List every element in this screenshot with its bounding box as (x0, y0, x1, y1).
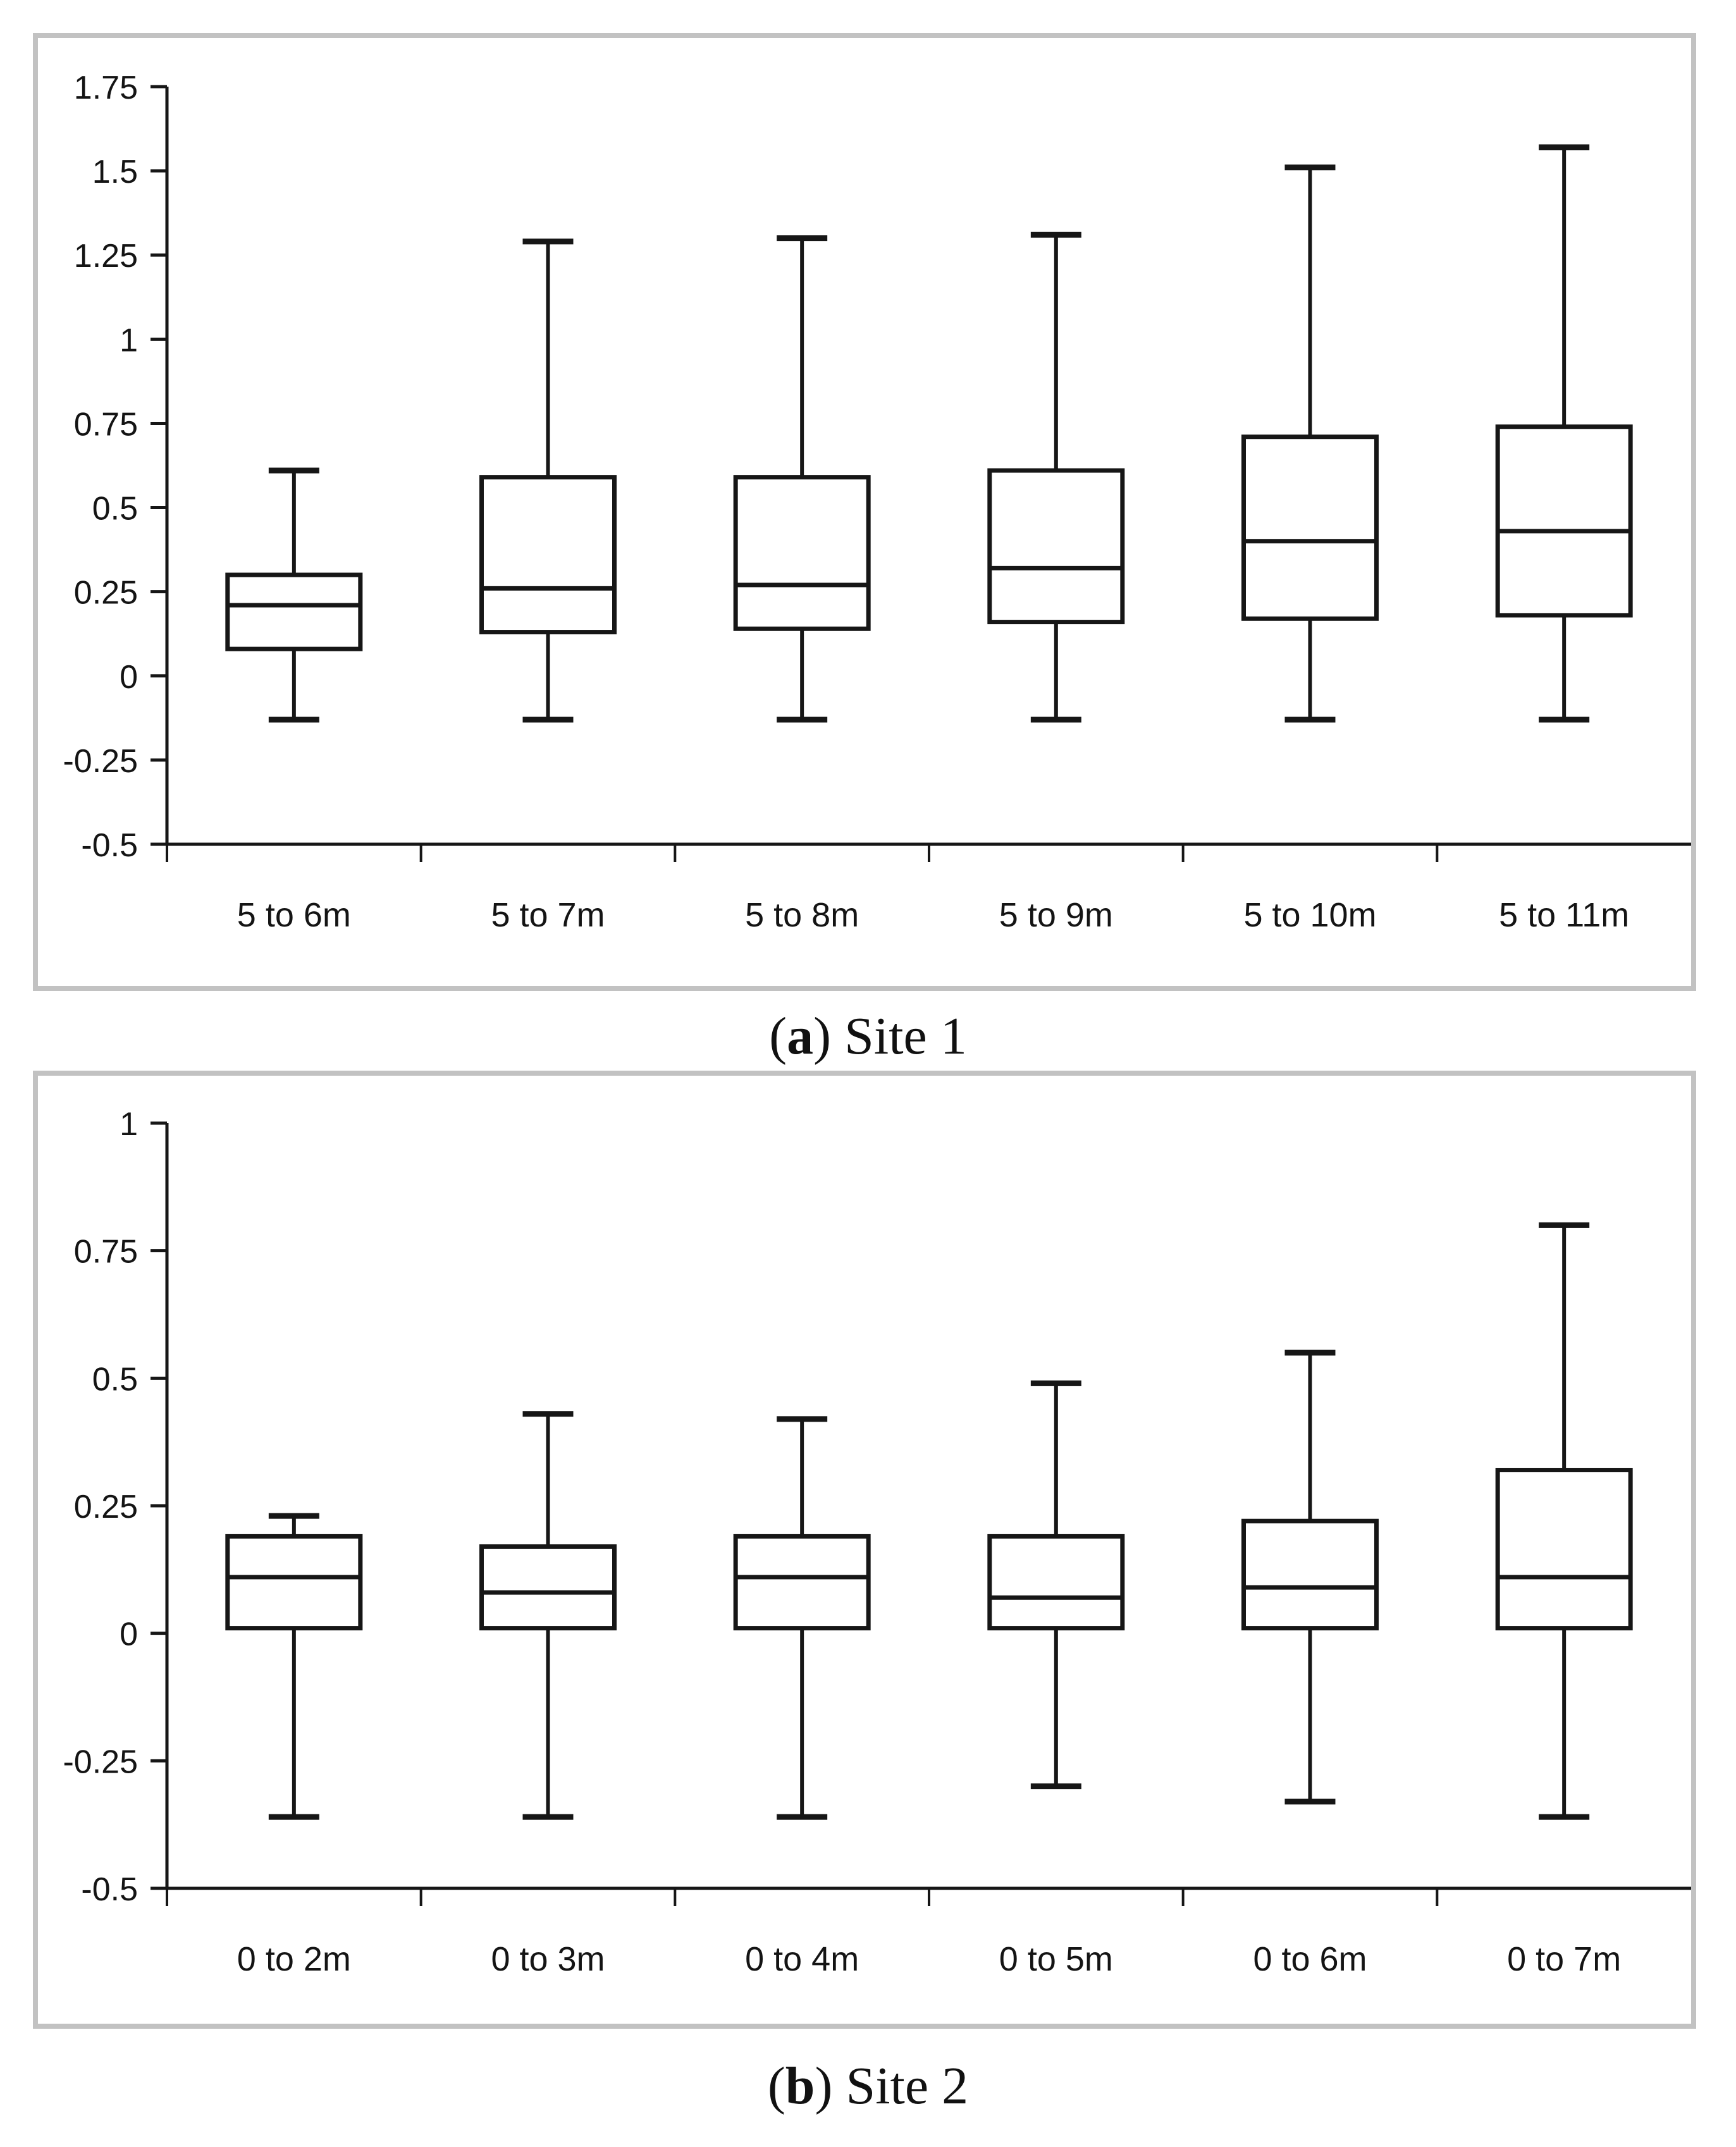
x-category-label: 0 to 5m (999, 1940, 1113, 1978)
y-tick-label: 1.25 (74, 238, 138, 274)
y-tick-label: -0.5 (81, 1871, 138, 1908)
iqr-box (479, 1544, 617, 1631)
y-tick-label: 0.25 (74, 1489, 138, 1525)
y-tick-label: 1 (120, 322, 138, 359)
box-5-to-11m (1495, 144, 1633, 723)
x-category-label: 0 to 6m (1253, 1940, 1367, 1978)
y-tick-label: -0.25 (63, 1744, 138, 1780)
y-tick-label: -0.5 (81, 827, 138, 864)
x-category-label: 5 to 6m (237, 896, 351, 934)
box-0-to-3m (479, 1411, 617, 1820)
caption-site2-paren-open: ( (767, 2057, 785, 2115)
iqr-box (1241, 434, 1379, 621)
site1-boxplot-chart: 1.75 1.5 1.25 1 0.75 0.5 0.25 0 -0.25 -0.5 5 to 6m… (63, 70, 1691, 934)
caption-site2-text: Site 2 (832, 2057, 969, 2115)
box-5-to-10m (1241, 164, 1379, 723)
iqr-box (1241, 1518, 1379, 1631)
box-0-to-7m (1495, 1222, 1633, 1820)
x-category-label: 5 to 8m (745, 896, 859, 934)
box-0-to-6m (1241, 1350, 1379, 1805)
iqr-box (1495, 424, 1633, 618)
x-category-label: 5 to 7m (491, 896, 605, 934)
x-category-label: 0 to 7m (1507, 1940, 1621, 1978)
x-category-label: 5 to 11m (1499, 896, 1629, 934)
y-tick-label: 1.75 (74, 70, 138, 106)
box-0-to-5m (987, 1380, 1125, 1790)
x-category-label: 0 to 3m (491, 1940, 605, 1978)
y-tick-label: 1.5 (92, 154, 138, 190)
panel-site1: 1.75 1.5 1.25 1 0.75 0.5 0.25 0 -0.25 -0.5 5 to 6m… (33, 33, 1696, 991)
box-5-to-6m (225, 467, 363, 723)
y-tick-label: 1 (120, 1106, 138, 1143)
caption-site1-letter: a (787, 1007, 814, 1066)
iqr-box (225, 1534, 363, 1631)
box-5-to-8m (733, 235, 871, 723)
y-tick-label: 0 (120, 659, 138, 696)
iqr-box (225, 572, 363, 651)
caption-site2-paren-close: ) (815, 2057, 833, 2115)
y-tick-label: 0.75 (74, 406, 138, 443)
iqr-box (987, 1534, 1125, 1631)
y-tick-label: 0 (120, 1616, 138, 1653)
box-0-to-2m (225, 1513, 363, 1820)
iqr-box (1495, 1468, 1633, 1631)
caption-site2: (b) Site 2 (0, 2051, 1736, 2122)
y-tick-label: 0.75 (74, 1234, 138, 1270)
box-0-to-4m (733, 1416, 871, 1820)
x-category-label: 5 to 9m (999, 896, 1113, 934)
x-category-label: 0 to 4m (745, 1940, 859, 1978)
box-5-to-7m (479, 238, 617, 723)
caption-site1-paren-close: ) (813, 1007, 832, 1066)
y-tick-label: 0.5 (92, 491, 138, 527)
x-category-label: 0 to 2m (237, 1940, 351, 1978)
caption-site2-letter: b (785, 2057, 815, 2115)
y-tick-label: -0.25 (63, 743, 138, 780)
y-tick-label: 0.25 (74, 575, 138, 612)
caption-site1: (a) Site 1 (0, 1001, 1736, 1072)
caption-site1-text: Site 1 (831, 1007, 967, 1066)
y-tick-label: 0.5 (92, 1361, 138, 1398)
iqr-box (987, 468, 1125, 625)
site2-boxplot-chart: 1 0.75 0.5 0.25 0 -0.25 -0.5 0 to 2m 0 to 3m 0 to… (63, 1106, 1691, 1978)
iqr-box (733, 1534, 871, 1631)
panel-site2: 1 0.75 0.5 0.25 0 -0.25 -0.5 0 to 2m 0 to 3m 0 to… (33, 1071, 1696, 2029)
x-category-label: 5 to 10m (1243, 896, 1376, 934)
box-5-to-9m (987, 231, 1125, 723)
caption-site1-paren-open: ( (769, 1007, 787, 1066)
iqr-box (479, 475, 617, 635)
iqr-box (733, 475, 871, 631)
